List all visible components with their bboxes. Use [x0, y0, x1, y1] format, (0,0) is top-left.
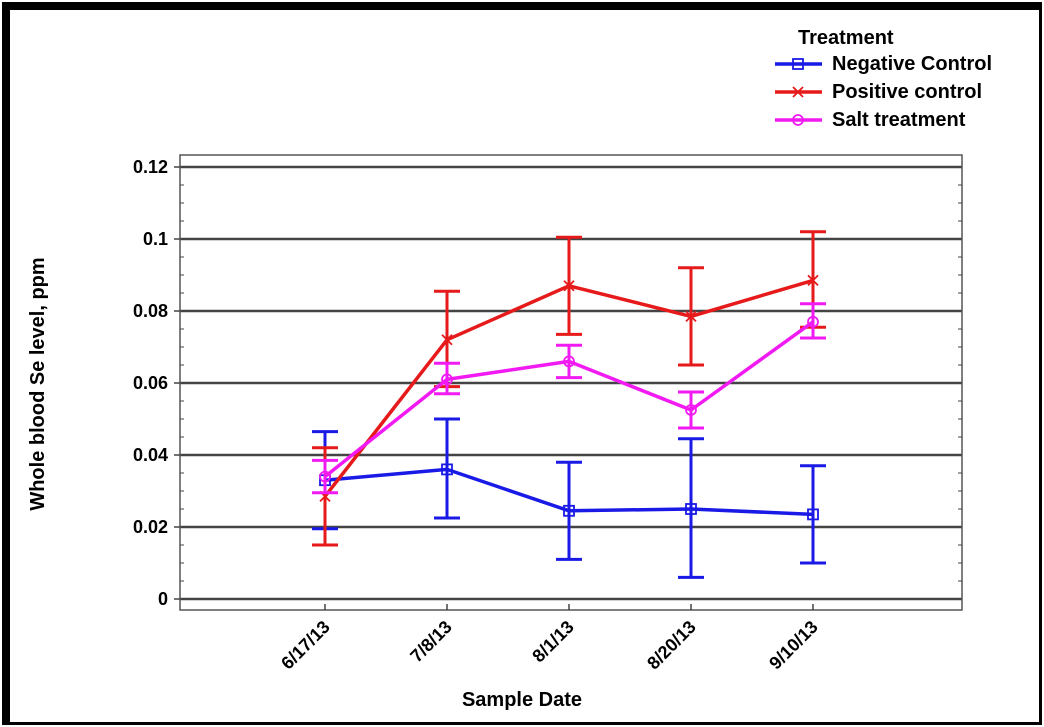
x-tick-label: 8/1/13: [528, 617, 578, 667]
marker-circle: [563, 355, 575, 368]
y-tick-label: 0.04: [133, 445, 168, 465]
marker-x: [685, 310, 697, 323]
y-tick-label: 0.1: [143, 229, 168, 249]
marker-square: [685, 503, 697, 515]
x-tick-label: 6/17/13: [277, 617, 334, 674]
y-axis-title: Whole blood Se level, ppm: [27, 257, 49, 510]
marker-x: [563, 280, 575, 292]
series-line: [323, 320, 815, 478]
y-tick-label: 0: [158, 589, 168, 609]
y-tick-label: 0.02: [133, 517, 168, 537]
marker-square: [441, 463, 453, 476]
y-tick-label: 0.06: [133, 373, 168, 393]
marker-x: [792, 86, 804, 98]
marker-circle: [441, 373, 453, 386]
y-tick-layer: 0 0.02 0.04 0.06 0.08 0.1 0.12: [133, 157, 962, 609]
legend-label: Positive control: [832, 81, 982, 103]
marker-x: [441, 334, 453, 346]
series-salt-treatment: [312, 302, 826, 495]
marker-circle: [319, 470, 331, 483]
series-layer: [312, 230, 826, 579]
legend-title: Treatment: [798, 27, 894, 49]
x-tick-layer: 6/17/13 7/8/13 8/1/13 8/20/13 9/10/13: [277, 604, 822, 673]
series-line: [324, 467, 814, 517]
legend: Treatment Negative Control Positive contr…: [775, 27, 992, 131]
series-positive-control: [312, 230, 826, 547]
series-negative-control: [312, 417, 826, 579]
legend-item: Positive control: [775, 81, 982, 103]
legend-label: Salt treatment: [832, 109, 966, 131]
x-tick-label: 7/8/13: [406, 617, 456, 667]
legend-items: Negative Control Positive control Salt tre…: [775, 53, 992, 131]
legend-label: Negative Control: [832, 53, 992, 75]
grid-layer: [180, 165, 962, 601]
marker-circle: [685, 404, 697, 416]
x-tick-label: 8/20/13: [643, 617, 700, 674]
marker-square: [563, 504, 575, 517]
marker-square: [807, 508, 819, 521]
legend-item: Negative Control: [775, 53, 992, 75]
x-axis-title: Sample Date: [462, 689, 582, 711]
y-tick-label: 0.12: [133, 157, 168, 177]
marker-square: [792, 58, 804, 70]
x-tick-label: 9/10/13: [765, 617, 822, 674]
legend-item: Salt treatment: [775, 109, 966, 131]
marker-x: [807, 274, 819, 287]
marker-circle: [807, 315, 819, 328]
marker-circle: [792, 114, 804, 126]
y-tick-label: 0.08: [133, 301, 168, 321]
